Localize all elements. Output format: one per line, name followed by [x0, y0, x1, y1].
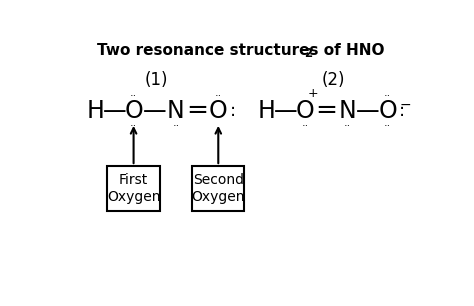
Text: N: N	[339, 99, 356, 123]
Text: :: :	[399, 102, 405, 120]
Text: H: H	[86, 99, 104, 123]
Text: ··: ··	[130, 91, 137, 101]
Text: Two resonance structures of HNO: Two resonance structures of HNO	[97, 43, 384, 58]
Text: O: O	[124, 99, 143, 123]
Text: ··: ··	[384, 121, 392, 131]
Text: ··: ··	[130, 121, 137, 131]
Text: ··: ··	[215, 91, 222, 101]
Bar	[192, 166, 245, 211]
Text: —: —	[274, 99, 298, 123]
Text: —: —	[356, 99, 380, 123]
Text: Second
Oxygen: Second Oxygen	[191, 173, 245, 203]
Text: =: =	[186, 98, 208, 124]
Text: ··: ··	[301, 121, 309, 131]
Text: N: N	[167, 99, 185, 123]
Text: H: H	[258, 99, 276, 123]
Text: ··: ··	[173, 121, 180, 131]
Text: =: =	[316, 98, 337, 124]
Text: (2): (2)	[322, 71, 346, 89]
Text: O: O	[209, 99, 228, 123]
Text: —: —	[143, 99, 166, 123]
Text: O: O	[296, 99, 315, 123]
Text: O: O	[378, 99, 397, 123]
Text: +: +	[308, 87, 319, 100]
Text: −: −	[399, 98, 411, 111]
Text: First
Oxygen: First Oxygen	[107, 173, 160, 203]
Text: :: :	[230, 102, 236, 120]
Text: —: —	[102, 99, 126, 123]
Text: 2: 2	[304, 47, 312, 60]
Bar	[108, 166, 160, 211]
Text: ··: ··	[344, 121, 351, 131]
Text: ··: ··	[384, 91, 392, 101]
Text: (1): (1)	[145, 71, 168, 89]
